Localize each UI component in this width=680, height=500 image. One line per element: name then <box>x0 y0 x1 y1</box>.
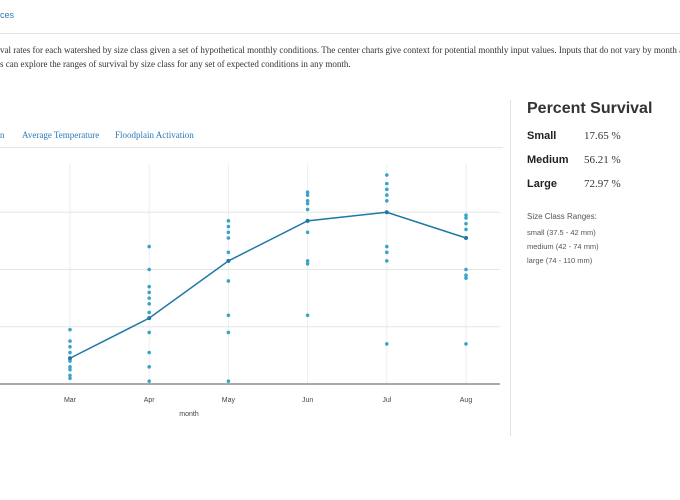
data-point <box>305 207 310 212</box>
data-point <box>68 350 72 355</box>
x-tick-label: Jun <box>302 397 313 404</box>
data-point <box>305 199 310 203</box>
line-point <box>68 356 72 361</box>
data-point <box>305 261 310 266</box>
data-point <box>68 367 72 372</box>
data-point <box>226 219 231 223</box>
data-point <box>68 365 72 369</box>
tab[interactable]: Floodplain Activation <box>115 130 194 140</box>
data-point <box>226 330 231 335</box>
data-point <box>147 350 151 355</box>
line-point <box>305 218 310 223</box>
data-point <box>385 199 389 203</box>
data-point <box>305 193 310 197</box>
row-label: Large <box>527 178 557 190</box>
line <box>69 211 467 359</box>
data-point <box>147 330 151 335</box>
chart: month Mar Apr May Jun Jul Aug <box>0 163 500 418</box>
x-tick-label: Aug <box>460 397 473 404</box>
data-point <box>464 221 468 226</box>
data-point <box>147 365 151 369</box>
data-point <box>464 342 468 346</box>
panel-divider <box>510 100 511 436</box>
data-point <box>385 259 389 263</box>
data-point <box>464 216 468 220</box>
panel-title: Percent Survival <box>527 100 653 117</box>
data-point <box>464 213 468 217</box>
data-point <box>305 259 310 263</box>
data-point <box>385 250 389 255</box>
description: s can explore the ranges of survival by … <box>0 59 351 69</box>
data-point <box>464 267 468 272</box>
data-point <box>464 276 468 280</box>
tab-underline <box>0 147 503 148</box>
data-point <box>226 313 231 318</box>
data-point <box>305 201 310 206</box>
x-tick-label: Jul <box>382 397 391 404</box>
data-point <box>147 267 151 272</box>
x-tick-label: May <box>222 397 236 404</box>
data-point <box>464 273 468 278</box>
data-point <box>385 181 389 186</box>
data-point <box>147 284 151 289</box>
data-point <box>147 302 151 306</box>
line-point <box>384 210 389 215</box>
line-point <box>464 236 468 241</box>
data-point <box>68 344 72 349</box>
data-point <box>226 379 231 383</box>
row-value: 72.97 % <box>584 178 621 190</box>
data-point <box>147 290 151 295</box>
row-label: Small <box>527 130 557 142</box>
tab[interactable]: n <box>0 130 5 140</box>
data-point <box>226 250 231 255</box>
data-point <box>385 244 389 249</box>
data-point <box>226 279 231 283</box>
x-tick-label: Mar <box>64 397 77 404</box>
row-label: Medium <box>527 154 569 166</box>
data-point <box>68 339 72 343</box>
range: small (37.5 - 42 mm) <box>527 228 596 237</box>
data-point <box>226 224 231 229</box>
row-value: 56.21 % <box>584 154 621 166</box>
data-point <box>385 193 389 197</box>
data-point <box>305 190 310 195</box>
x-axis-label: month <box>179 411 199 418</box>
data-point <box>385 173 389 177</box>
data-point <box>305 230 310 235</box>
tab[interactable]: Average Temperature <box>22 130 100 140</box>
line-point <box>226 258 231 263</box>
nav-link[interactable]: ces <box>0 10 15 20</box>
data-point <box>385 342 389 346</box>
data-point <box>68 376 72 381</box>
data-point <box>464 227 468 232</box>
x-tick-label: Apr <box>144 397 156 404</box>
data-point <box>68 359 72 363</box>
range: large (74 - 110 mm) <box>527 256 593 265</box>
data-point <box>226 230 231 235</box>
line-point <box>147 316 152 321</box>
data-point <box>68 327 72 332</box>
data-point <box>147 310 151 315</box>
ranges-title: Size Class Ranges: <box>527 212 597 221</box>
divider <box>0 33 680 34</box>
description: val rates for each watershed by size cla… <box>0 45 680 55</box>
row-value: 17.65 % <box>584 130 621 142</box>
data-point <box>68 373 72 378</box>
data-point <box>226 236 231 240</box>
data-point <box>385 187 389 192</box>
range: medium (42 - 74 mm) <box>527 242 599 251</box>
data-point <box>147 244 151 249</box>
data-point <box>305 313 310 318</box>
data-point <box>147 296 151 300</box>
data-point <box>147 379 151 383</box>
